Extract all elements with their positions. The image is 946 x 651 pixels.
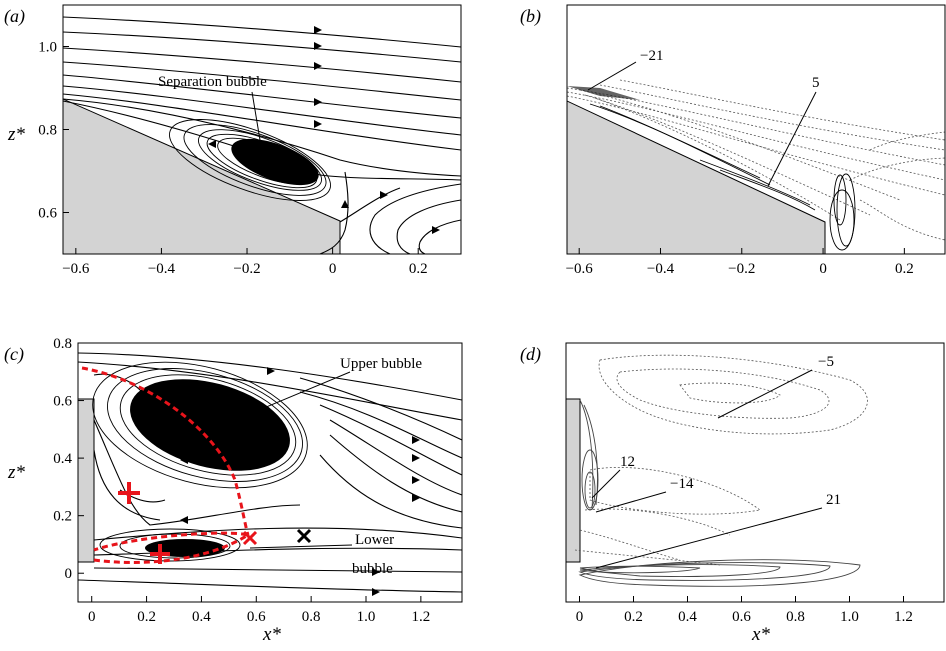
ytick-label-a-2: 1.0 bbox=[38, 40, 57, 56]
bluff-body-c bbox=[78, 398, 95, 563]
contours-wall-b bbox=[589, 103, 856, 251]
axis-b: −0.6 −0.4 −0.2 0 0.2 bbox=[566, 248, 914, 277]
ytick-label-a-1: 0.8 bbox=[38, 123, 57, 139]
panel-label-d: (d) bbox=[520, 344, 541, 365]
xtick-label-b-0: −0.6 bbox=[566, 261, 594, 277]
flow-arrows-c bbox=[180, 367, 420, 596]
contour-leader-minus-21 bbox=[587, 61, 637, 91]
panel-d: 0 0.2 0.4 0.6 0.8 1.0 1.2 (d) x* −5 12 −14 21 bbox=[520, 342, 945, 645]
annotation-lower: Lower bbox=[355, 532, 394, 548]
red-plus-marker-upper bbox=[118, 482, 140, 504]
contour-leader-minus-5 bbox=[717, 369, 813, 419]
xtick-label-c-5: 1.0 bbox=[357, 609, 376, 625]
markers-c bbox=[118, 482, 312, 564]
xtick-label-b-1: −0.4 bbox=[647, 261, 675, 277]
contour-leader-minus-14 bbox=[595, 491, 667, 513]
xtick-label-c-3: 0.6 bbox=[247, 609, 266, 625]
red-dashed-separatrix bbox=[81, 366, 252, 564]
panel-c: 0 0.2 0.4 0.6 0.8 1.0 1.200.20.40.60.8 (c) z* … bbox=[4, 336, 463, 645]
xtick-label-d-5: 1.0 bbox=[840, 609, 859, 625]
flow-arrows-a bbox=[208, 26, 440, 234]
bluff-body-b bbox=[567, 100, 826, 254]
red-cross-marker bbox=[242, 530, 258, 546]
contour-leader-12 bbox=[591, 469, 621, 499]
contour-label-12: 12 bbox=[620, 454, 635, 470]
panel-label-b: (b) bbox=[520, 6, 541, 27]
bluff-body-d bbox=[566, 398, 581, 563]
annotation-leader-upper bbox=[239, 371, 351, 419]
contour-label-minus-14: −14 bbox=[670, 476, 694, 492]
axis-d: 0 0.2 0.4 0.6 0.8 1.0 1.2 bbox=[576, 596, 913, 625]
axis-c: 0 0.2 0.4 0.6 0.8 1.0 1.2 0 0.2 0.4 0.6 0.8 bbox=[53, 336, 430, 625]
upper-bubble-core bbox=[130, 379, 290, 471]
contour-leader-21 bbox=[595, 507, 823, 569]
annotation-upper-bubble: Upper bubble bbox=[340, 356, 422, 372]
annotation-bubble: bubble bbox=[352, 561, 393, 577]
upper-bubble-spiral bbox=[92, 361, 308, 562]
panel-d-plot-area bbox=[566, 354, 868, 587]
contour-label-minus-21: −21 bbox=[640, 48, 663, 64]
contour-label-21: 21 bbox=[826, 492, 841, 508]
ytick-label-a-0: 0.6 bbox=[38, 206, 57, 222]
xtick-label-d-0: 0 bbox=[576, 609, 584, 625]
xtick-label-a-3: 0 bbox=[329, 261, 337, 277]
ytick-label-c-4: 0.8 bbox=[53, 336, 72, 352]
xtick-label-a-2: −0.2 bbox=[233, 261, 260, 277]
separation-bubble-core bbox=[231, 138, 319, 186]
panel-b-plot-area bbox=[567, 79, 945, 254]
xlabel-c: x* bbox=[262, 624, 281, 645]
xtick-label-b-3: 0 bbox=[819, 261, 827, 277]
panel-label-a: (a) bbox=[4, 6, 25, 27]
xtick-label-c-6: 1.2 bbox=[411, 609, 430, 625]
red-plus-marker-lower bbox=[150, 544, 170, 564]
xtick-label-d-6: 1.2 bbox=[894, 609, 913, 625]
xlabel-d: x* bbox=[751, 624, 770, 645]
panel-c-plot-area bbox=[78, 352, 462, 596]
xtick-label-d-3: 0.6 bbox=[732, 609, 751, 625]
xtick-label-c-2: 0.4 bbox=[192, 609, 211, 625]
xtick-label-c-1: 0.2 bbox=[137, 609, 156, 625]
ylabel-a: z* bbox=[7, 124, 25, 145]
xtick-label-d-1: 0.2 bbox=[624, 609, 643, 625]
ylabel-c: z* bbox=[7, 462, 25, 483]
contour-dense-leading-edge bbox=[567, 86, 640, 100]
annotation-separation-bubble: Separation bubble bbox=[158, 74, 267, 90]
contour-label-minus-5: −5 bbox=[818, 354, 834, 370]
xtick-label-a-0: −0.6 bbox=[62, 261, 90, 277]
black-cross-marker bbox=[296, 528, 312, 544]
contour-leader-5 bbox=[767, 91, 817, 187]
panel-label-c: (c) bbox=[4, 344, 24, 365]
xtick-label-a-1: −0.4 bbox=[148, 261, 176, 277]
ytick-label-c-2: 0.4 bbox=[53, 451, 72, 467]
xtick-label-b-4: 0.2 bbox=[895, 261, 914, 277]
bluff-body-a bbox=[63, 98, 341, 254]
ytick-label-c-3: 0.6 bbox=[53, 394, 72, 410]
xtick-label-b-2: −0.2 bbox=[728, 261, 755, 277]
ytick-label-c-1: 0.2 bbox=[53, 509, 72, 525]
contours-negative-b bbox=[567, 79, 945, 241]
xtick-label-d-2: 0.4 bbox=[678, 609, 697, 625]
annotation-leader-a bbox=[251, 91, 263, 153]
xtick-label-c-4: 0.8 bbox=[302, 609, 321, 625]
annotation-leader-lower bbox=[249, 544, 353, 549]
xtick-label-c-0: 0 bbox=[88, 609, 96, 625]
contours-positive-d bbox=[578, 399, 861, 587]
axis-a: −0.6 −0.4 −0.2 0 0.2 0.6 0.8 1.0 bbox=[38, 40, 427, 278]
streamlines-c bbox=[78, 352, 462, 593]
contour-label-5: 5 bbox=[812, 75, 820, 91]
panel-b: −0.6 −0.4 −0.2 0 0.2 (b) −21 5 bbox=[520, 4, 946, 277]
ytick-label-c-0: 0 bbox=[65, 566, 73, 582]
panel-a-plot-area bbox=[63, 16, 461, 254]
contours-negative-d bbox=[574, 354, 868, 566]
panel-a: −0.6 −0.4 −0.2 0 0.2 0.6 0.8 1.0 (a) z* Separat… bbox=[4, 4, 462, 278]
xtick-label-a-4: 0.2 bbox=[409, 261, 428, 277]
xtick-label-d-4: 0.8 bbox=[786, 609, 805, 625]
